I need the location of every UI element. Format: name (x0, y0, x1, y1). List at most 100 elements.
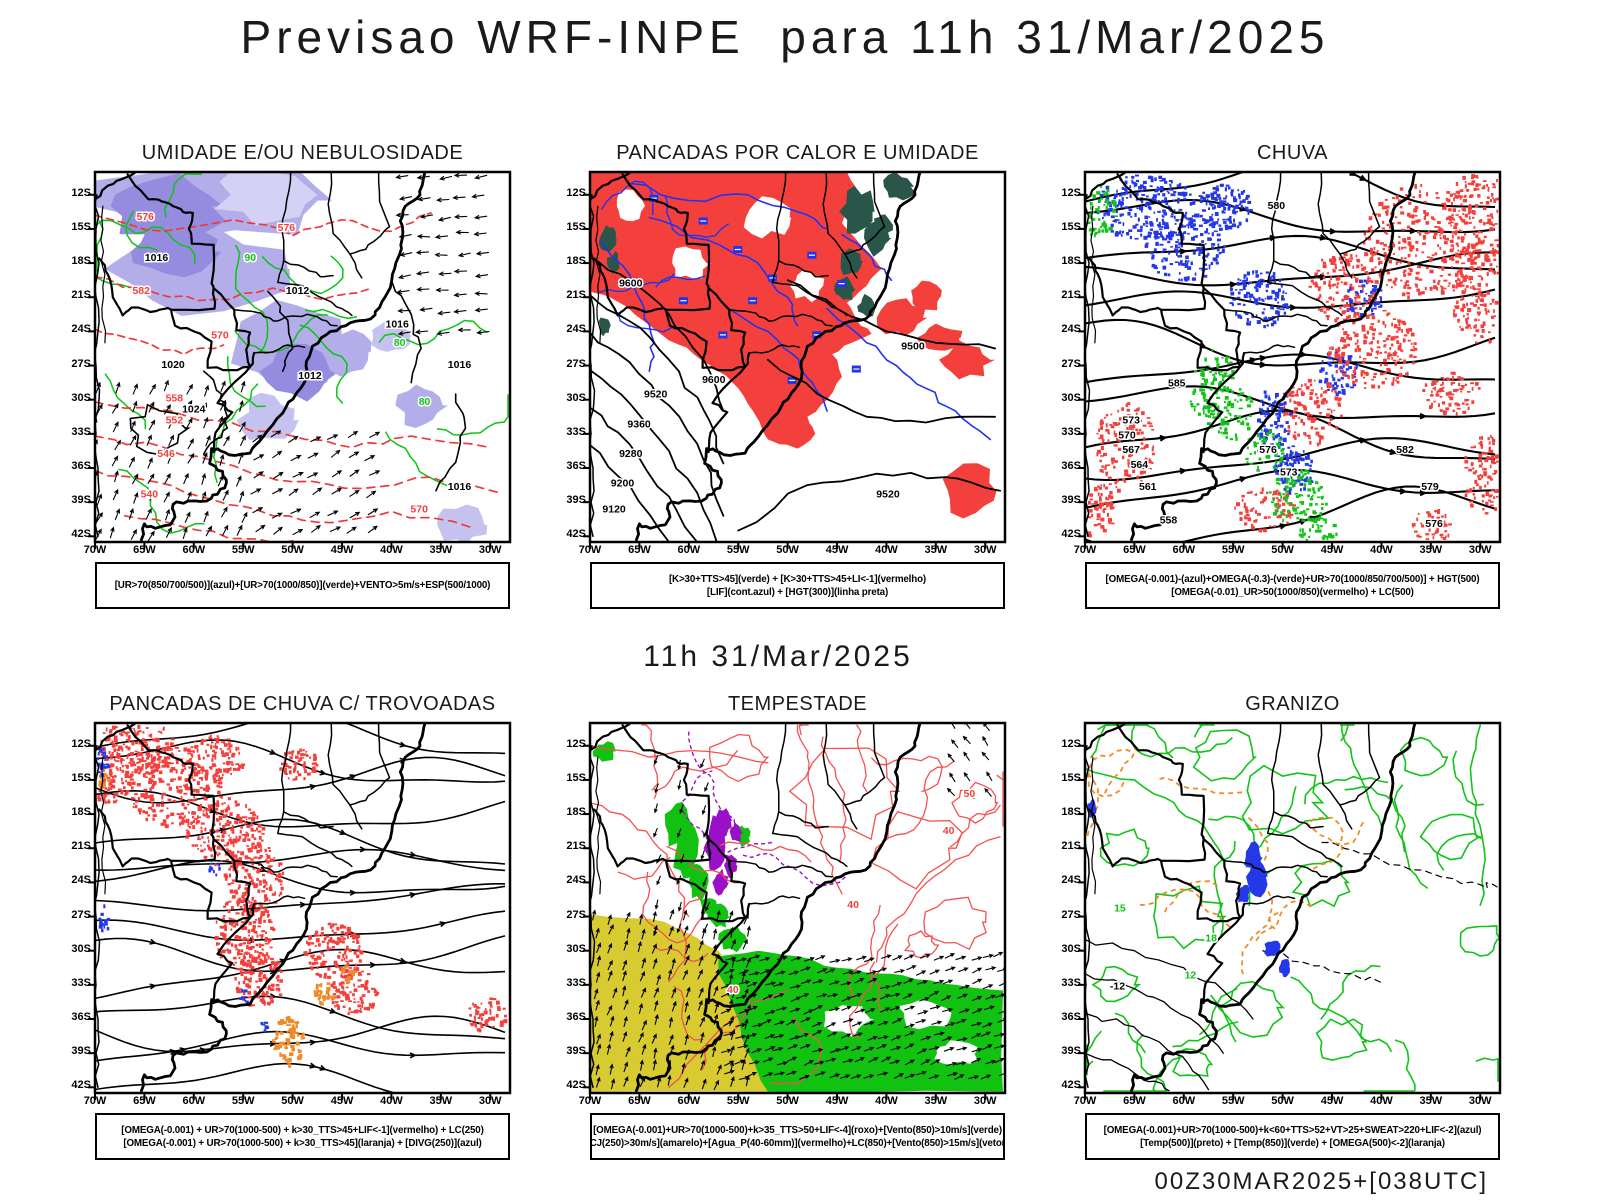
lat-tick-label: 33S (71, 976, 91, 989)
contour-label: 1020 (161, 359, 185, 371)
lon-tick-label: 55W (231, 1095, 255, 1107)
lon-tick-label: 45W (1320, 544, 1344, 556)
caption-line: [OMEGA(-0.001)+UR>70(1000-500)+k>35_TTS>… (593, 1124, 1002, 1136)
lat-tick-label: 36S (71, 460, 91, 472)
caption-line: [OMEGA(-0.001)-(azul)+OMEGA(-0.3)-(verde… (1105, 573, 1480, 585)
caption-line: [LIF](cont.azul) + [HGT(300)](linha pret… (706, 586, 889, 598)
contour-label: 12 (1185, 969, 1197, 981)
lat-tick-label: 36S (1061, 460, 1081, 472)
contour-label: 1012 (298, 370, 322, 382)
lat-tick-label: 36S (566, 460, 586, 472)
lon-tick-label: 35W (1419, 544, 1443, 556)
lat-tick-label: 33S (1061, 976, 1081, 989)
lon-tick-label: 45W (330, 544, 354, 556)
lon-tick-label: 55W (1221, 1095, 1245, 1107)
lat-tick-label: 39S (1061, 1045, 1081, 1058)
contour-label: 576 (137, 211, 155, 223)
lon-tick-label: 70W (1073, 544, 1097, 556)
lat-tick-label: 42S (71, 528, 91, 541)
lat-tick-label: 15S (1061, 771, 1081, 784)
contour-label: 9600 (702, 374, 726, 386)
contour-label: 585 (1168, 378, 1186, 390)
map-canvas: -12 18 15 12 (1078, 721, 1502, 1100)
lon-tick-label: 50W (776, 544, 799, 556)
lon-tick-label: 55W (231, 544, 255, 556)
lon-tick-label: 50W (281, 1095, 304, 1107)
contour-label: 564 (1131, 459, 1149, 471)
lon-tick-label: 40W (875, 1095, 898, 1107)
lat-tick-label: 33S (71, 425, 91, 438)
map-canvas: 576 576 570 582 570 558 552 546 540 1016 1012 1012 1… (88, 170, 512, 549)
lat-tick-label: 27S (1061, 908, 1081, 921)
contour-label: 80 (419, 396, 431, 408)
caption-line: [OMEGA(-0.001)+UR>70(1000-500)+k<60+TTS>… (1103, 1124, 1482, 1136)
model-run-label: 00Z30MAR2025+[038UTC] (1154, 1168, 1488, 1195)
contour-label: 580 (1268, 200, 1286, 212)
contour-label: 9200 (611, 478, 635, 490)
lat-tick-label: 39S (1061, 494, 1081, 507)
lat-tick-label: 39S (566, 494, 586, 507)
contour-label: 582 (1396, 444, 1414, 456)
lon-tick-label: 40W (1370, 1095, 1393, 1107)
lon-tick-label: 40W (1370, 544, 1393, 556)
lat-tick-label: 42S (1061, 528, 1081, 541)
contour-label: 576 (278, 222, 296, 234)
lat-tick-label: 36S (1061, 1011, 1081, 1023)
lon-tick-label: 45W (1320, 1095, 1344, 1107)
contour-label: 1016 (386, 318, 410, 330)
caption-line: [OMEGA(-0.001) + UR>70(1000-500) + k>30_… (123, 1137, 482, 1149)
contour-label: 9280 (619, 448, 643, 460)
lon-tick-label: 35W (1419, 1095, 1443, 1107)
contour-label: 50 (964, 788, 976, 800)
contour-label: 1012 (286, 285, 310, 297)
lat-tick-label: 21S (1061, 289, 1081, 302)
lat-tick-label: 18S (71, 255, 91, 268)
lat-tick-label: 27S (566, 908, 586, 921)
lon-tick-label: 65W (133, 544, 156, 556)
contour-label: 15 (1114, 903, 1126, 915)
lon-tick-label: 65W (133, 1095, 156, 1107)
lat-tick-label: 42S (566, 1079, 586, 1092)
lat-tick-label: 39S (71, 494, 91, 507)
caption-box: [OMEGA(-0.001)-(azul)+OMEGA(-0.3)-(verde… (1085, 562, 1500, 609)
contour-label: 1024 (182, 404, 206, 416)
caption-box: [OMEGA(-0.001)+UR>70(1000-500)+k>35_TTS>… (590, 1113, 1005, 1160)
lat-tick-label: 27S (71, 908, 91, 921)
lon-tick-label: 55W (726, 544, 750, 556)
lon-tick-label: 35W (429, 1095, 453, 1107)
contour-label: -12 (1110, 980, 1125, 992)
contour-label: 573 (1280, 466, 1298, 478)
lat-tick-label: 15S (71, 771, 91, 784)
lon-tick-label: 30W (478, 544, 502, 556)
contour-label: 576 (1259, 444, 1277, 456)
lat-tick-label: 24S (1061, 874, 1081, 887)
contour-label: 9360 (627, 418, 651, 430)
lat-tick-label: 33S (1061, 425, 1081, 438)
contour-label: 570 (410, 503, 428, 515)
map-pancadas-calor-umidade: 9600 9600 9520 9360 9280 9200 9120 9500 9520 12S… (566, 170, 1007, 556)
lat-tick-label: 24S (71, 323, 91, 336)
lon-tick-label: 40W (875, 544, 898, 556)
map-umidade-nebulosidade: 576 576 570 582 570 558 552 546 540 1016 1012 1012 1… (71, 170, 512, 556)
lat-tick-label: 12S (566, 186, 586, 199)
lon-tick-label: 40W (380, 544, 403, 556)
lat-tick-label: 30S (71, 942, 91, 955)
contour-label: 567 (1122, 444, 1140, 456)
panel-title: CHUVA (1256, 142, 1329, 164)
panel-title: PANCADAS POR CALOR E UMIDADE (616, 142, 979, 164)
lon-tick-label: 70W (578, 544, 602, 556)
lon-tick-label: 50W (1271, 544, 1294, 556)
lon-tick-label: 60W (677, 1095, 701, 1107)
lon-tick-label: 55W (1221, 544, 1245, 556)
contour-label: 546 (157, 448, 175, 460)
panel-title: PANCADAS DE CHUVA C/ TROVOADAS (109, 693, 496, 715)
contour-label: 552 (166, 415, 184, 427)
lat-tick-label: 21S (71, 289, 91, 302)
lon-tick-label: 45W (330, 1095, 354, 1107)
lat-tick-label: 36S (566, 1011, 586, 1023)
caption-line: [CJ(250)>30m/s](amarelo)+[Agua_P(40-60mm… (590, 1137, 1005, 1149)
lat-tick-label: 18S (1061, 806, 1081, 819)
contour-label: 40 (847, 899, 859, 911)
